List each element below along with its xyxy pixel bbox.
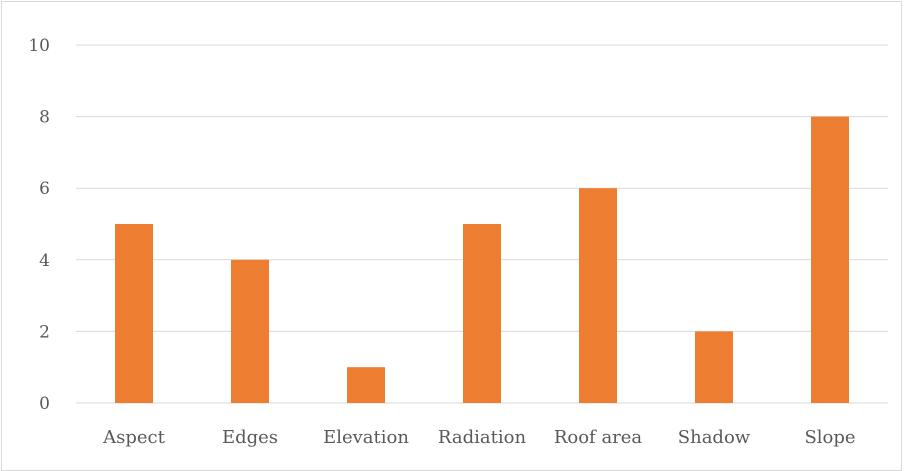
bar-aspect [115, 224, 153, 403]
x-category-label: Shadow [678, 427, 751, 448]
x-axis-category-labels: Aspect Edges Elevation Radiation Roof area Sh… [102, 427, 855, 448]
bar-roof-area [579, 188, 617, 403]
y-tick-label: 2 [39, 322, 50, 342]
y-tick-label: 10 [28, 36, 50, 56]
bar-radiation [463, 224, 501, 403]
y-tick-label: 6 [39, 179, 50, 199]
x-category-label: Radiation [438, 427, 527, 448]
bar-chart: 0 2 4 6 8 10 Aspect Edges Elevation Radiation Roo… [28, 36, 888, 448]
x-category-label: Edges [222, 427, 278, 448]
bar-slope [811, 116, 849, 403]
y-tick-label: 4 [39, 251, 50, 271]
bar-elevation [347, 367, 385, 403]
y-tick-label: 8 [39, 108, 50, 128]
x-category-label: Roof area [554, 427, 643, 448]
gridlines [76, 44, 888, 404]
bars [115, 116, 849, 403]
bar-shadow [695, 331, 733, 403]
x-category-label: Aspect [102, 427, 165, 448]
x-category-label: Elevation [323, 427, 409, 448]
bar-edges [231, 259, 269, 403]
x-category-label: Slope [804, 427, 855, 448]
y-axis-tick-labels: 0 2 4 6 8 10 [28, 36, 50, 414]
y-tick-label: 0 [39, 394, 50, 414]
